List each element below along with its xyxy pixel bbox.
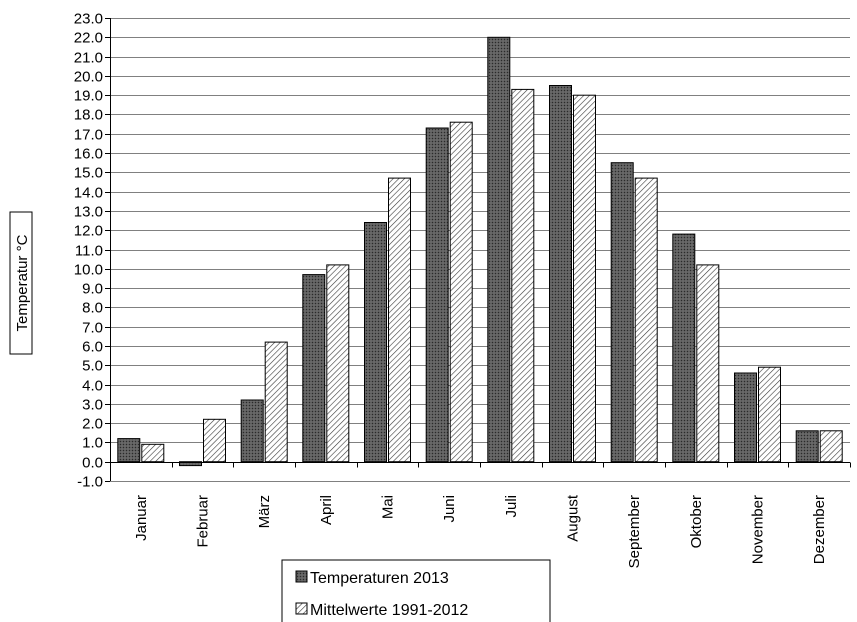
x-category-label: August: [565, 494, 582, 542]
bar-temperaturen-2013: [795, 430, 819, 463]
legend-box: [281, 559, 551, 622]
y-tick-label: 6.0: [82, 339, 103, 356]
bars: [117, 36, 843, 467]
x-category-label: Dezember: [811, 495, 828, 564]
y-tick-label: 2.0: [82, 416, 103, 433]
y-tick-label: 21.0: [74, 50, 103, 67]
bar-mittelwerte-1991-2012: [634, 177, 658, 463]
bar-mittelwerte-1991-2012: [696, 264, 720, 463]
y-tick-label: 15.0: [74, 165, 103, 182]
bar-temperaturen-2013: [734, 372, 757, 463]
bar-mittelwerte-1991-2012: [388, 177, 411, 463]
bar-temperaturen-2013: [179, 461, 202, 467]
y-tick-label: 3.0: [82, 397, 103, 414]
bar-mittelwerte-1991-2012: [326, 264, 350, 463]
x-category-label: November: [750, 495, 767, 564]
y-tick-label: 7.0: [82, 320, 103, 337]
axes: [110, 18, 851, 481]
y-axis-title: Temperatur °C: [9, 211, 33, 355]
x-category-label: Oktober: [688, 495, 705, 548]
bar-temperaturen-2013: [425, 127, 449, 463]
y-tick-label: 22.0: [74, 30, 103, 47]
x-category-label: Juli: [503, 495, 520, 518]
bar-mittelwerte-1991-2012: [203, 418, 226, 463]
bar-mittelwerte-1991-2012: [758, 366, 781, 463]
x-category-label: März: [256, 495, 273, 528]
x-category-label: Januar: [133, 495, 150, 541]
y-tick-label: 5.0: [82, 358, 103, 375]
y-tick-label: 8.0: [82, 300, 103, 317]
bar-temperaturen-2013: [549, 85, 572, 463]
bar-mittelwerte-1991-2012: [511, 88, 535, 463]
bar-temperaturen-2013: [302, 274, 326, 463]
legend: Temperaturen 2013 Mittelwerte 1991-2012: [281, 559, 551, 622]
x-axis-labels: Januar Februar März April Mai Juni Juli August S…: [133, 494, 828, 568]
legend-label-2013: Temperaturen 2013: [310, 570, 449, 587]
y-tick-label: 10.0: [74, 262, 103, 279]
bar-mittelwerte-1991-2012: [449, 121, 473, 463]
y-tick-label: 20.0: [74, 69, 103, 86]
bar-temperaturen-2013: [487, 36, 511, 463]
y-tick-label: 16.0: [74, 146, 103, 163]
y-tick-label: 19.0: [74, 88, 103, 105]
x-category-label: April: [318, 495, 335, 525]
y-tick-label: 9.0: [82, 281, 103, 298]
bar-mittelwerte-1991-2012: [819, 430, 843, 463]
y-tick-label: 4.0: [82, 378, 103, 395]
bar-mittelwerte-1991-2012: [573, 94, 596, 463]
bar-temperaturen-2013: [672, 233, 696, 463]
y-tick-label: 1.0: [82, 435, 103, 452]
x-category-label: Februar: [195, 495, 212, 548]
bar-temperaturen-2013: [610, 162, 634, 463]
y-tick-label: 13.0: [74, 204, 103, 221]
x-category-label: Juni: [441, 495, 458, 523]
y-tick-label: 11.0: [75, 243, 103, 260]
legend-swatch-mittel: [295, 602, 308, 615]
legend-swatch-2013: [295, 570, 308, 583]
y-axis-ticks: -1.0 0.0 1.0 2.0 3.0 4.0 5.0 6.0 7.0 8.0 9.0 10.0 11…: [74, 11, 110, 491]
bar-mittelwerte-1991-2012: [264, 341, 288, 463]
y-axis-title-text: Temperatur °C: [14, 234, 31, 331]
bar-temperaturen-2013: [240, 399, 264, 463]
y-tick-label: 14.0: [74, 185, 103, 202]
x-category-label: September: [626, 495, 643, 568]
legend-label-mittel: Mittelwerte 1991-2012: [310, 602, 468, 619]
grid-lines: [110, 18, 850, 482]
x-category-label: Mai: [380, 495, 397, 519]
y-tick-label: 17.0: [74, 127, 103, 144]
bar-temperaturen-2013: [364, 222, 387, 463]
y-tick-label: 18.0: [74, 107, 103, 124]
y-tick-label: 23.0: [74, 11, 103, 28]
y-tick-label: 0.0: [82, 455, 103, 472]
y-tick-label: -1.0: [77, 474, 103, 491]
y-axis-title-box: [9, 211, 33, 355]
bar-mittelwerte-1991-2012: [141, 443, 165, 463]
bar-temperaturen-2013: [117, 438, 141, 463]
y-tick-label: 12.0: [74, 223, 103, 240]
